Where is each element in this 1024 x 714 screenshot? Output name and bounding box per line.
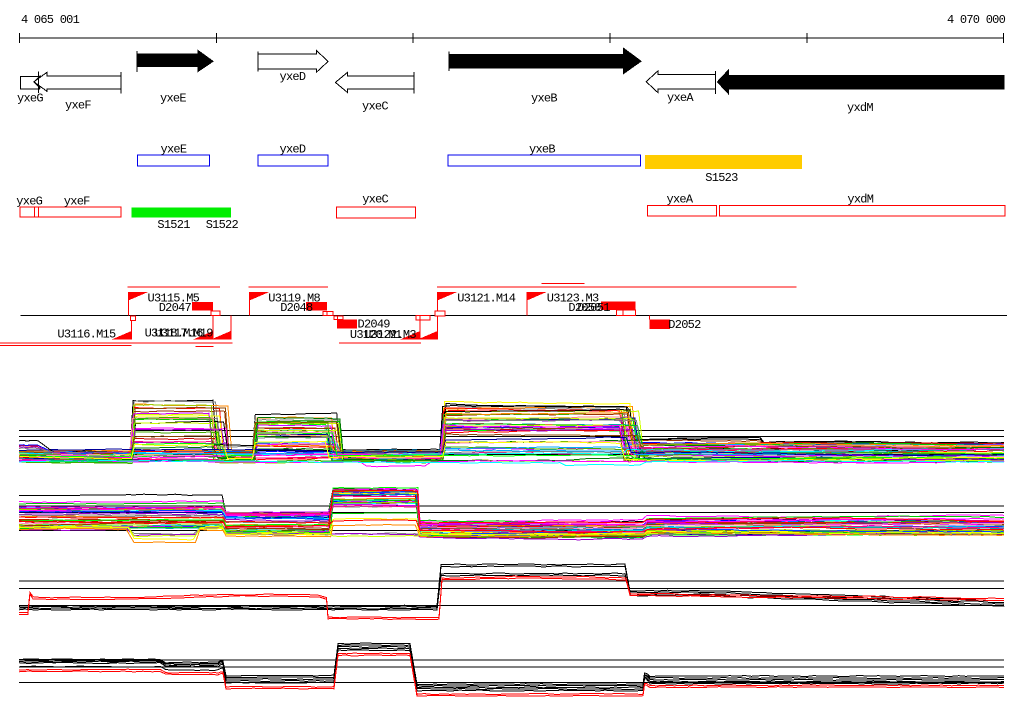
svg-text:D2047: D2047 xyxy=(159,301,192,315)
svg-text:yxeD: yxeD xyxy=(280,143,306,157)
svg-text:yxeG: yxeG xyxy=(17,92,43,106)
svg-text:4 065 001: 4 065 001 xyxy=(21,13,80,27)
svg-text:S1523: S1523 xyxy=(705,171,738,185)
svg-text:U3123.M3: U3123.M3 xyxy=(547,292,599,306)
svg-text:4 070 000: 4 070 000 xyxy=(947,13,1006,27)
svg-text:U3119.M8: U3119.M8 xyxy=(268,292,320,306)
svg-text:yxeE: yxeE xyxy=(161,143,187,157)
svg-text:U3118.M16: U3118.M16 xyxy=(145,326,204,340)
svg-text:D2048: D2048 xyxy=(280,301,313,315)
svg-text:yxeC: yxeC xyxy=(362,193,388,207)
svg-text:yxeE: yxeE xyxy=(160,92,186,106)
svg-text:yxeF: yxeF xyxy=(64,195,90,209)
svg-text:U3122.M3: U3122.M3 xyxy=(364,328,416,342)
svg-text:S1522: S1522 xyxy=(206,218,239,232)
svg-text:U3115.M5: U3115.M5 xyxy=(148,292,200,306)
svg-text:U3116.M15: U3116.M15 xyxy=(57,327,116,341)
svg-text:D2051: D2051 xyxy=(577,301,610,315)
svg-text:yxeC: yxeC xyxy=(362,100,388,114)
svg-text:yxeG: yxeG xyxy=(16,195,42,209)
svg-text:S1521: S1521 xyxy=(157,218,190,232)
svg-text:yxeA: yxeA xyxy=(667,193,694,207)
svg-text:D2052: D2052 xyxy=(668,318,701,332)
svg-text:yxeD: yxeD xyxy=(280,70,306,84)
svg-text:U3117.M19: U3117.M19 xyxy=(155,326,214,340)
svg-text:yxdM: yxdM xyxy=(847,101,873,115)
svg-text:D2049: D2049 xyxy=(358,318,391,332)
svg-text:yxeB: yxeB xyxy=(531,92,557,106)
svg-text:yxeB: yxeB xyxy=(529,143,555,157)
svg-text:yxeF: yxeF xyxy=(65,99,91,113)
svg-text:yxdM: yxdM xyxy=(847,193,873,207)
svg-text:U3120.M1: U3120.M1 xyxy=(350,328,402,342)
svg-text:yxeA: yxeA xyxy=(667,91,694,105)
svg-text:U3121.M14: U3121.M14 xyxy=(457,292,516,306)
svg-text:D2050: D2050 xyxy=(568,301,601,315)
